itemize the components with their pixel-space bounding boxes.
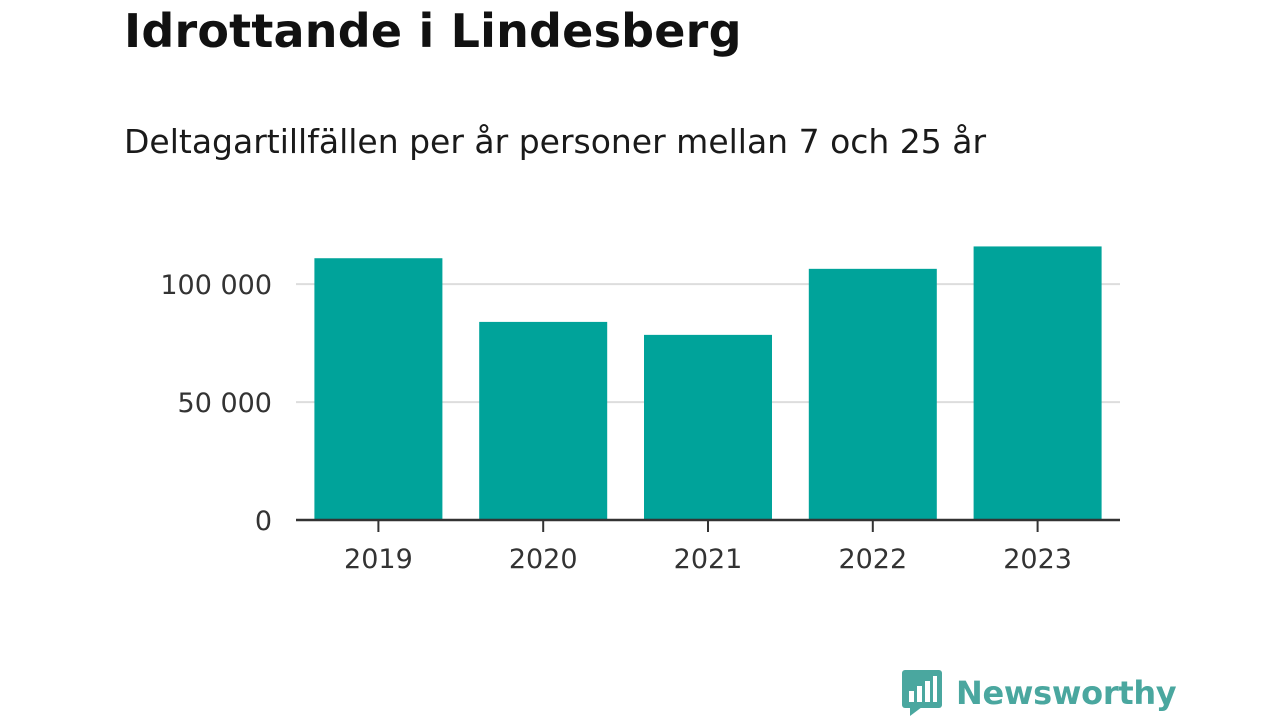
brand-name: Newsworthy xyxy=(956,674,1177,712)
x-axis-ticks: 2019 2020 2021 2022 2023 xyxy=(344,520,1072,575)
bars xyxy=(314,246,1102,520)
x-tick-label: 2020 xyxy=(509,544,578,575)
bar xyxy=(479,321,608,520)
newsworthy-logo: Newsworthy xyxy=(902,668,1177,718)
bar xyxy=(644,334,772,520)
x-tick-label: 2022 xyxy=(838,544,907,575)
y-tick-label: 0 xyxy=(255,506,272,537)
x-tick-label: 2019 xyxy=(344,544,413,575)
bar xyxy=(973,246,1102,520)
x-tick-label: 2023 xyxy=(1003,544,1072,575)
y-tick-label: 100 000 xyxy=(160,270,272,301)
bar xyxy=(808,268,937,520)
y-tick-label: 50 000 xyxy=(178,388,272,419)
bar xyxy=(314,258,443,520)
chart-title: Idrottande i Lindesberg xyxy=(124,4,742,58)
y-axis-ticks: 0 50 000 100 000 xyxy=(160,270,272,537)
x-tick-label: 2021 xyxy=(674,544,743,575)
bar-chart-speech-bubble-icon xyxy=(902,670,942,716)
chart-subtitle: Deltagartillfällen per år personer mella… xyxy=(124,122,987,161)
